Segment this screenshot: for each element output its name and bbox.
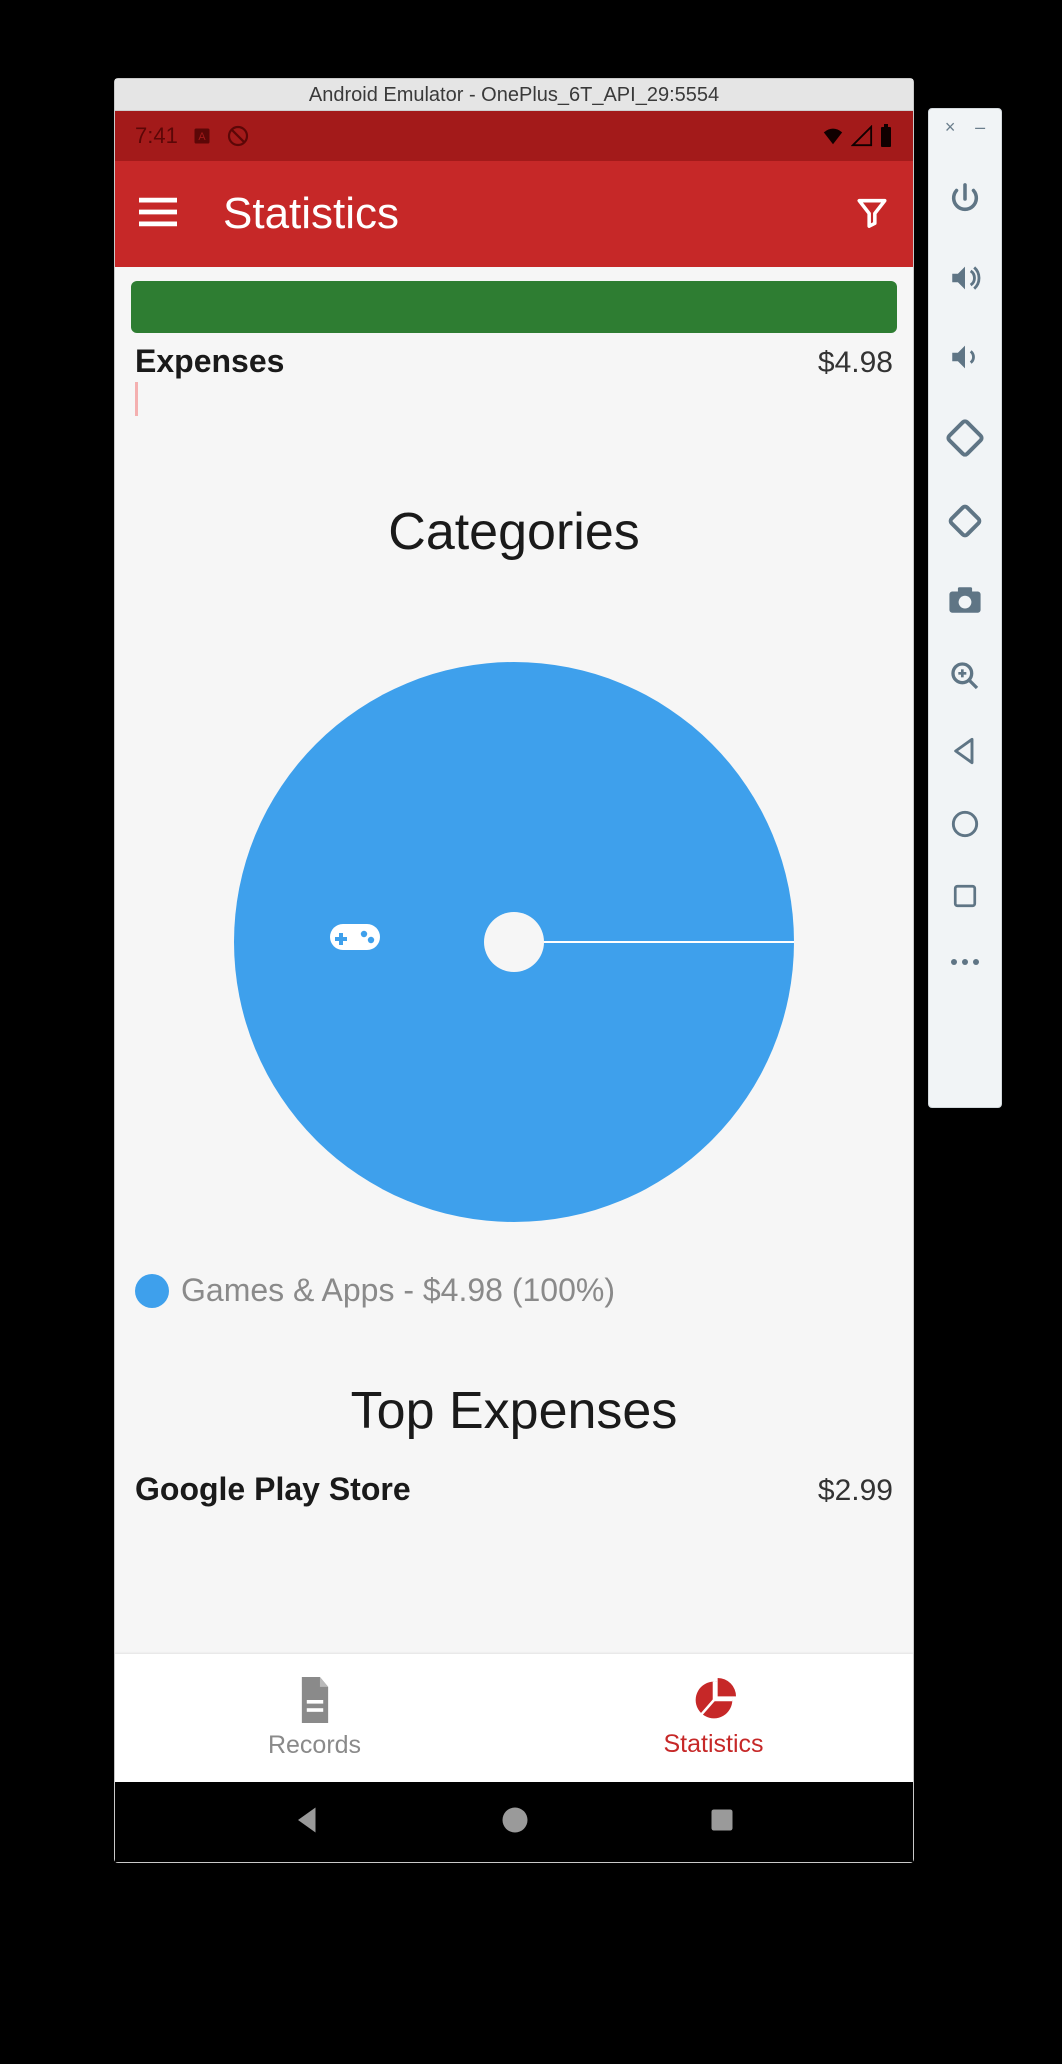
emulator-toolbar: × – (928, 108, 1002, 1108)
emu-volume-down-icon[interactable] (948, 340, 982, 379)
status-clock: 7:41 (135, 123, 178, 149)
emu-rotate-left-icon[interactable] (946, 419, 984, 462)
page-title: Statistics (223, 189, 809, 239)
tab-statistics-label: Statistics (663, 1730, 763, 1759)
signal-icon (851, 125, 873, 147)
categories-title: Categories (131, 502, 897, 562)
pie-legend: Games & Apps - $4.98 (100%) (131, 1272, 897, 1309)
emu-rotate-right-icon[interactable] (946, 502, 984, 545)
filter-icon[interactable] (855, 195, 889, 234)
app-action-bar: Statistics (115, 161, 913, 267)
expense-name: Google Play Store (135, 1471, 411, 1508)
expense-amount: $2.99 (818, 1474, 893, 1508)
device-frame: 7:41 A Statistics Expenses (115, 111, 913, 1862)
top-expenses-title: Top Expenses (131, 1381, 897, 1441)
legend-text-0: Games & Apps - $4.98 (100%) (181, 1272, 615, 1309)
gamepad-icon (330, 920, 380, 954)
expenses-label: Expenses (135, 343, 284, 380)
status-no-icon (226, 124, 250, 148)
emu-power-icon[interactable] (948, 182, 982, 221)
status-right (821, 124, 893, 148)
expenses-bar-tick (135, 382, 138, 416)
expenses-row: Expenses $4.98 (131, 343, 897, 380)
sys-recents-button[interactable] (708, 1806, 736, 1839)
status-a-box-icon: A (192, 126, 212, 146)
tab-records[interactable]: Records (115, 1654, 514, 1782)
categories-pie-chart[interactable] (234, 662, 794, 1222)
legend-dot-0 (135, 1274, 169, 1308)
income-bar[interactable] (131, 281, 897, 333)
expenses-amount: $4.98 (818, 346, 893, 380)
emu-screenshot-icon[interactable] (948, 585, 982, 620)
emu-more-icon[interactable] (949, 954, 981, 972)
tab-statistics[interactable]: Statistics (514, 1654, 913, 1782)
emu-back-icon[interactable] (951, 737, 979, 770)
tab-records-label: Records (268, 1731, 361, 1760)
emu-close-button[interactable]: × (945, 117, 956, 138)
emulator-window: Android Emulator - OnePlus_6T_API_29:555… (114, 78, 914, 1863)
document-icon (295, 1677, 335, 1723)
wifi-icon (821, 125, 845, 147)
pie-chart-icon (692, 1678, 736, 1722)
app-content[interactable]: Expenses $4.98 Categories (115, 267, 913, 1654)
emu-volume-up-icon[interactable] (948, 261, 982, 300)
emu-home-icon[interactable] (951, 810, 979, 843)
emulator-window-title: Android Emulator - OnePlus_6T_API_29:555… (115, 79, 913, 111)
pie-hole (484, 912, 544, 972)
expense-item[interactable]: Google Play Store $2.99 (131, 1471, 897, 1508)
status-left: 7:41 A (135, 123, 250, 149)
emu-overview-icon[interactable] (952, 883, 978, 914)
android-system-nav (115, 1782, 913, 1862)
sys-back-button[interactable] (293, 1805, 323, 1840)
sys-home-button[interactable] (500, 1805, 530, 1840)
android-status-bar: 7:41 A (115, 111, 913, 161)
menu-icon[interactable] (139, 197, 177, 232)
svg-text:A: A (198, 131, 206, 143)
emu-zoom-icon[interactable] (949, 660, 981, 697)
battery-icon (879, 124, 893, 148)
emu-minimize-button[interactable]: – (975, 117, 985, 138)
bottom-nav: Records Statistics (115, 1654, 913, 1782)
